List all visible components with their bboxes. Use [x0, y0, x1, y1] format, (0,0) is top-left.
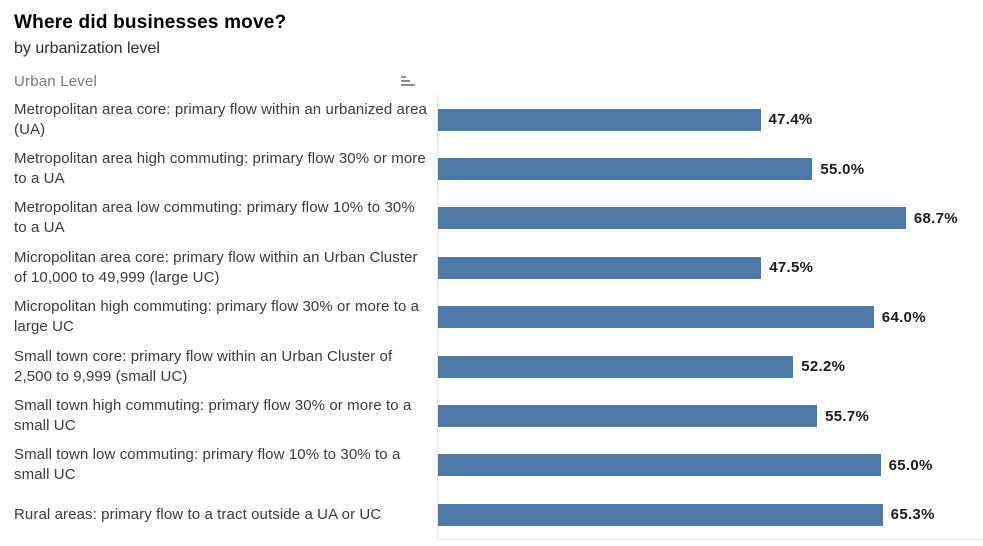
- bar-value-label: 65.3%: [890, 506, 935, 524]
- bar-track: 47.5%: [437, 243, 983, 292]
- bar-value-label: 65.0%: [888, 456, 933, 474]
- table-row: Metropolitan area low commuting: primary…: [0, 194, 983, 243]
- bar[interactable]: [437, 207, 906, 230]
- bar[interactable]: [437, 158, 813, 181]
- table-row: Small town low commuting: primary flow 1…: [0, 441, 983, 490]
- table-row: Small town core: primary flow within an …: [0, 342, 983, 391]
- bar[interactable]: [437, 306, 874, 329]
- category-label: Rural areas: primary flow to a tract out…: [14, 505, 382, 523]
- bar-track: 52.2%: [437, 342, 983, 391]
- column-header-row: Urban Level: [0, 72, 437, 91]
- bar[interactable]: [437, 405, 818, 428]
- bar-chart: Metropolitan area core: primary flow wit…: [0, 95, 983, 540]
- table-row: Small town high commuting: primary flow …: [0, 391, 983, 440]
- chart-subtitle: by urbanization level: [14, 40, 160, 57]
- bar-track: 65.0%: [437, 441, 983, 490]
- bar-track: 68.7%: [437, 194, 983, 243]
- category-label: Micropolitan high commuting: primary flo…: [14, 298, 420, 336]
- table-row: Rural areas: primary flow to a tract out…: [0, 490, 983, 539]
- bar-value-label: 47.4%: [768, 111, 813, 129]
- bar[interactable]: [437, 108, 761, 131]
- category-label: Small town high commuting: primary flow …: [14, 397, 412, 435]
- chart-title: Where did businesses move?: [14, 12, 287, 33]
- category-label: Metropolitan area low commuting: primary…: [14, 199, 415, 237]
- category-label: Micropolitan area core: primary flow wit…: [14, 248, 418, 286]
- bar-track: 55.0%: [437, 144, 983, 193]
- bar-track: 47.4%: [437, 95, 983, 144]
- bar[interactable]: [437, 503, 883, 526]
- category-label: Metropolitan area high commuting: primar…: [14, 150, 426, 188]
- category-label: Metropolitan area core: primary flow wit…: [14, 100, 427, 138]
- bar[interactable]: [437, 256, 762, 279]
- column-header-urban-level[interactable]: Urban Level: [14, 73, 98, 90]
- table-row: Micropolitan high commuting: primary flo…: [0, 293, 983, 342]
- sort-icon[interactable]: [401, 75, 415, 88]
- table-row: Micropolitan area core: primary flow wit…: [0, 243, 983, 292]
- bar-value-label: 52.2%: [801, 358, 846, 376]
- bar[interactable]: [437, 454, 881, 477]
- category-label: Small town core: primary flow within an …: [14, 347, 393, 385]
- chart-header: Where did businesses move? by urbanizati…: [0, 0, 983, 60]
- bar-value-label: 55.0%: [820, 160, 865, 178]
- bar-track: 64.0%: [437, 293, 983, 342]
- bar-track: 55.7%: [437, 391, 983, 440]
- table-row: Metropolitan area high commuting: primar…: [0, 144, 983, 193]
- bar-value-label: 47.5%: [769, 259, 814, 277]
- category-label: Small town low commuting: primary flow 1…: [14, 446, 401, 484]
- bar-value-label: 64.0%: [881, 308, 926, 326]
- bar-track: 65.3%: [437, 490, 983, 539]
- bar-value-label: 68.7%: [913, 209, 958, 227]
- table-row: Metropolitan area core: primary flow wit…: [0, 95, 983, 144]
- bar[interactable]: [437, 355, 794, 378]
- bar-value-label: 55.7%: [825, 407, 870, 425]
